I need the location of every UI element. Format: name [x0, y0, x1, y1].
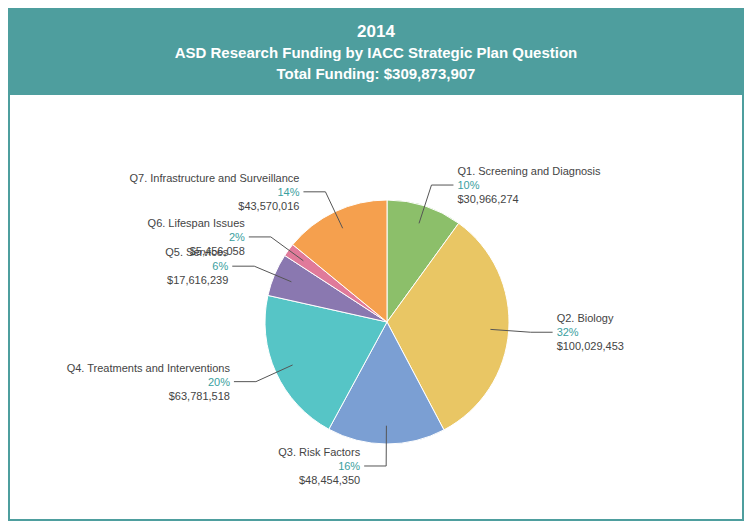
svg-text:$30,966,274: $30,966,274	[457, 193, 518, 205]
svg-text:$48,454,350: $48,454,350	[299, 474, 360, 486]
svg-text:20%: 20%	[208, 376, 230, 388]
svg-text:Q4. Treatments and Interventio: Q4. Treatments and Interventions	[67, 362, 231, 374]
svg-text:6%: 6%	[212, 260, 228, 272]
svg-text:$17,616,239: $17,616,239	[167, 274, 228, 286]
html-text:Total Funding: $309,873,907: Total Funding: $309,873,907	[276, 65, 476, 82]
svg-text:32%: 32%	[557, 326, 579, 338]
svg-text:Q6. Lifespan Issues: Q6. Lifespan Issues	[148, 217, 246, 229]
svg-text:$5,456,058: $5,456,058	[190, 245, 245, 257]
html-text:ASD Research Funding by IACC S: ASD Research Funding by IACC Strategic P…	[174, 44, 578, 61]
svg-text:14%: 14%	[277, 186, 299, 198]
svg-text:Q7. Infrastructure and Surveil: Q7. Infrastructure and Surveillance	[129, 172, 299, 184]
svg-text:Q1. Screening and Diagnosis: Q1. Screening and Diagnosis	[457, 165, 601, 177]
svg-text:Q2. Biology: Q2. Biology	[557, 312, 614, 324]
svg-text:$100,029,453: $100,029,453	[557, 340, 624, 352]
svg-text:2%: 2%	[229, 231, 245, 243]
svg-text:10%: 10%	[457, 179, 479, 191]
svg-text:16%: 16%	[338, 460, 360, 472]
svg-text:$43,570,016: $43,570,016	[238, 200, 299, 212]
svg-text:Q3. Risk Factors: Q3. Risk Factors	[278, 446, 360, 458]
html-text:2014: 2014	[357, 22, 395, 41]
svg-text:$63,781,518: $63,781,518	[169, 390, 230, 402]
